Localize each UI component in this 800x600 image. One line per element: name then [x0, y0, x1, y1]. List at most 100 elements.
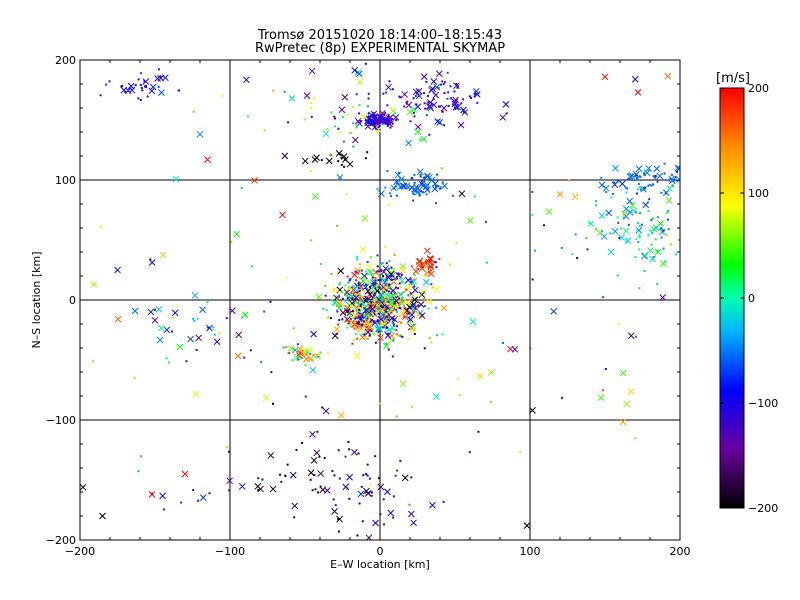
data-point-x	[149, 83, 157, 91]
data-point-dot	[387, 286, 390, 289]
data-point-dot	[318, 455, 321, 458]
data-point-dot	[291, 359, 294, 362]
data-point-dot	[338, 319, 341, 322]
data-point-dot	[427, 101, 430, 104]
data-point-dot	[543, 224, 546, 227]
data-point-dot	[486, 261, 489, 264]
data-point-x	[303, 92, 311, 99]
data-point-dot	[269, 300, 272, 303]
data-point-dot	[446, 97, 449, 100]
data-point-dot	[409, 292, 412, 295]
data-point-dot	[406, 100, 409, 103]
data-point-dot	[366, 474, 369, 477]
data-point-dot	[370, 123, 373, 126]
data-point-dot	[330, 273, 333, 276]
data-point-x	[384, 274, 392, 281]
data-point-dot	[357, 281, 360, 284]
x-tick-label: 100	[520, 545, 541, 558]
data-point-dot	[143, 80, 146, 83]
data-point-x	[158, 89, 165, 96]
data-point-x	[172, 175, 180, 183]
data-point-dot	[343, 165, 346, 168]
data-point-dot	[388, 310, 391, 313]
data-point-dot	[476, 101, 479, 104]
data-point-dot	[240, 187, 243, 190]
data-point-dot	[257, 488, 260, 491]
data-point-dot	[400, 334, 403, 337]
data-point-dot	[351, 297, 354, 300]
data-point-x	[365, 295, 372, 303]
data-point-dot	[193, 319, 196, 322]
data-point-dot	[376, 188, 379, 191]
data-point-x	[309, 366, 317, 374]
data-point-dot	[424, 260, 427, 263]
data-point-dot	[381, 309, 384, 312]
data-point-dot	[159, 75, 162, 78]
data-point-dot	[394, 474, 397, 477]
data-point-dot	[437, 105, 440, 108]
data-point-dot	[638, 248, 641, 251]
data-point-x	[665, 197, 673, 204]
data-point-x	[650, 225, 658, 233]
data-point-dot	[647, 209, 650, 212]
data-point-x	[379, 319, 387, 327]
data-point-dot	[371, 305, 374, 308]
data-point-dot	[371, 276, 374, 279]
data-point-dot	[263, 129, 266, 132]
data-points	[80, 62, 680, 540]
data-point-dot	[372, 332, 375, 335]
data-point-dot	[358, 112, 361, 115]
data-point-dot	[441, 333, 444, 336]
data-point-dot	[600, 176, 603, 179]
data-point-dot	[639, 225, 642, 228]
data-point-dot	[423, 102, 426, 105]
data-point-x	[529, 407, 536, 414]
data-point-dot	[340, 318, 343, 321]
data-point-dot	[670, 173, 673, 176]
data-point-dot	[434, 184, 437, 187]
data-point-x	[385, 114, 393, 122]
data-point-dot	[361, 303, 364, 306]
data-point-x	[598, 181, 606, 189]
data-point-dot	[283, 90, 286, 93]
data-point-dot	[338, 477, 341, 480]
data-point-dot	[379, 513, 382, 516]
data-point-dot	[418, 192, 421, 195]
data-point-dot	[350, 325, 353, 328]
data-point-dot	[352, 338, 355, 341]
data-point-dot	[616, 180, 619, 183]
data-point-x	[373, 287, 381, 295]
data-point-x	[379, 109, 386, 117]
data-point-dot	[386, 170, 389, 173]
data-point-dot	[370, 312, 373, 315]
data-point-dot	[395, 415, 398, 418]
data-point-dot	[368, 308, 371, 311]
data-point-x	[411, 306, 419, 314]
data-point-dot	[430, 262, 433, 265]
data-point-dot	[365, 313, 368, 316]
data-point-dot	[413, 273, 416, 276]
data-point-x	[662, 189, 670, 197]
data-point-x	[351, 136, 359, 144]
data-point-x	[427, 255, 435, 263]
data-point-x	[385, 83, 392, 91]
data-point-x	[338, 411, 345, 419]
data-point-dot	[411, 283, 414, 286]
data-point-dot	[567, 179, 570, 182]
data-point-x	[388, 269, 395, 276]
data-point-dot	[369, 256, 372, 259]
colorbar-tick-label: 0	[748, 292, 755, 305]
data-point-dot	[377, 126, 380, 129]
data-point-dot	[329, 317, 332, 320]
data-point-x	[476, 372, 484, 380]
data-point-x	[333, 325, 341, 333]
data-point-x	[301, 157, 309, 165]
data-point-dot	[343, 312, 346, 315]
data-point-dot	[105, 83, 108, 86]
data-point-dot	[447, 105, 450, 108]
data-point-x	[427, 104, 434, 112]
data-point-dot	[356, 534, 359, 537]
data-point-x	[376, 325, 384, 333]
data-point-dot	[379, 279, 382, 282]
data-point-dot	[387, 301, 390, 304]
